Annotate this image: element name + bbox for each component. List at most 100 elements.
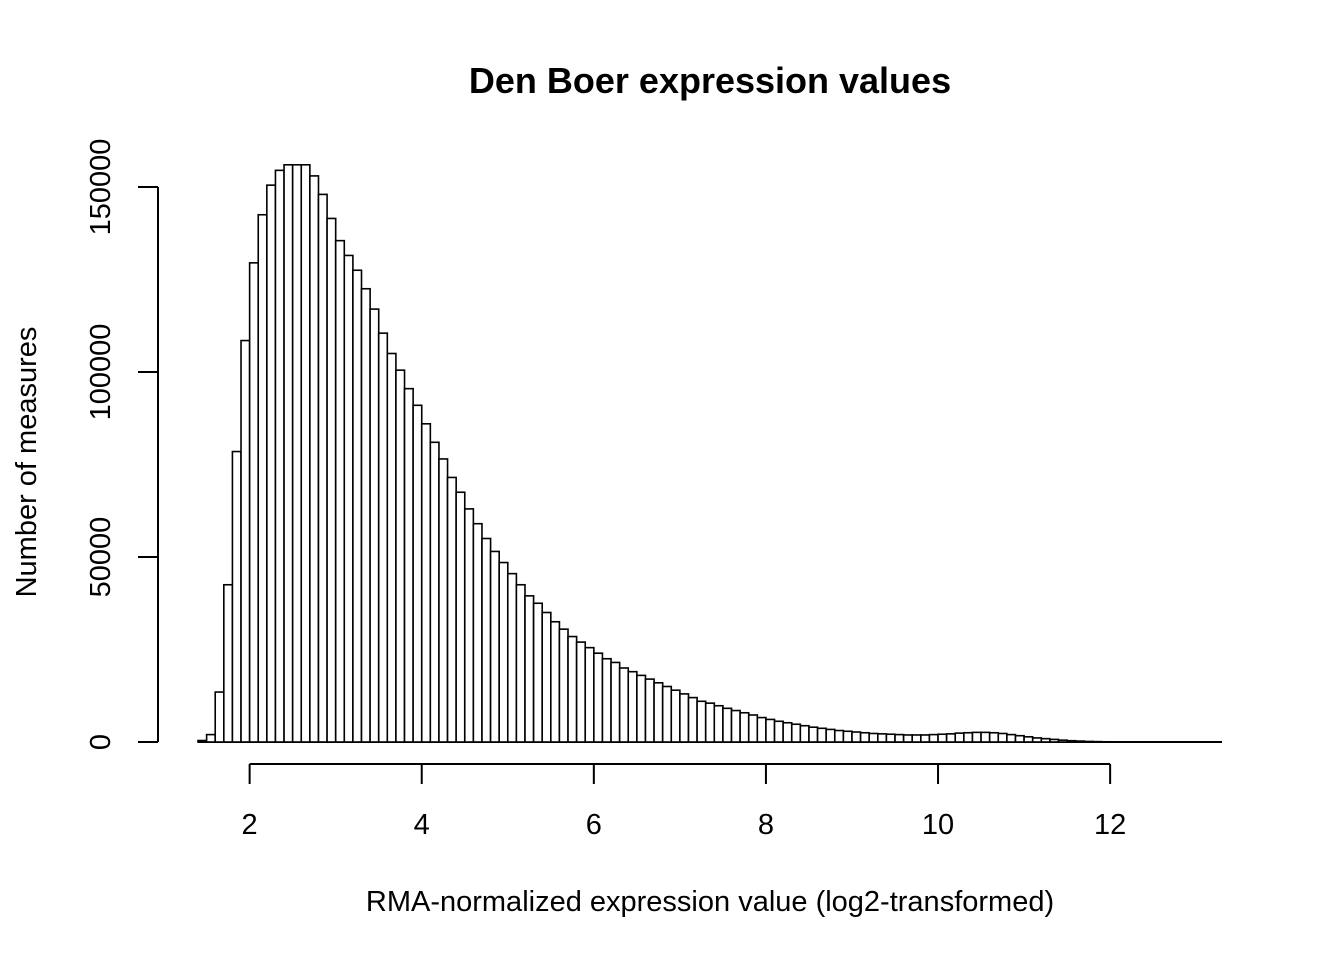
histogram-bar bbox=[205, 733, 217, 743]
histogram-bar bbox=[713, 704, 724, 743]
histogram-bar bbox=[369, 308, 380, 743]
histogram-bar bbox=[722, 707, 733, 743]
histogram-bar bbox=[653, 681, 664, 743]
histogram-bar bbox=[438, 458, 449, 743]
histogram-bar bbox=[240, 339, 251, 743]
histogram-bar bbox=[558, 628, 569, 743]
histogram-bar bbox=[231, 450, 242, 743]
histogram-bar bbox=[954, 732, 965, 743]
histogram-bar bbox=[963, 731, 974, 743]
histogram-bar bbox=[395, 369, 406, 743]
histogram-bar bbox=[463, 508, 475, 743]
histogram-bar bbox=[412, 404, 423, 743]
histogram-bar bbox=[1057, 739, 1068, 743]
histogram-bar bbox=[223, 583, 234, 743]
histogram-bar bbox=[575, 641, 587, 743]
histogram-bar bbox=[524, 595, 535, 743]
histogram-bar bbox=[326, 217, 337, 743]
histogram-bar bbox=[747, 714, 759, 743]
histogram-bar bbox=[859, 731, 871, 743]
histogram-bar bbox=[532, 602, 544, 743]
y-tick-label: 150000 bbox=[85, 139, 117, 236]
histogram-bar bbox=[971, 731, 982, 743]
histogram-bar bbox=[627, 670, 638, 743]
histogram-bar bbox=[644, 678, 655, 743]
histogram-bar bbox=[739, 711, 750, 743]
histogram-bar bbox=[283, 164, 294, 743]
histogram-bar bbox=[833, 729, 845, 743]
x-tick-label: 12 bbox=[1094, 809, 1126, 841]
x-axis: 2 4 6 8 10 12 bbox=[242, 763, 1126, 841]
histogram-bar bbox=[489, 550, 500, 743]
x-tick-label: 10 bbox=[922, 809, 954, 841]
histogram-bar bbox=[1023, 736, 1034, 743]
histogram-bar bbox=[618, 667, 630, 743]
x-tick-label: 6 bbox=[586, 809, 602, 841]
histogram-bar bbox=[988, 731, 1000, 743]
histogram-bar bbox=[997, 732, 1008, 743]
histogram-bar bbox=[317, 193, 328, 743]
histogram-bar bbox=[920, 734, 931, 743]
histogram-bar bbox=[808, 726, 819, 743]
histogram-bar bbox=[842, 730, 853, 743]
y-axis: 0 50000 100000 150000 bbox=[85, 139, 159, 750]
histogram-bar bbox=[515, 583, 526, 743]
histogram-bar bbox=[248, 262, 260, 743]
histogram-bar bbox=[1083, 740, 1094, 743]
histogram-bar bbox=[420, 422, 432, 743]
histogram-bar bbox=[730, 709, 741, 743]
histogram-bar bbox=[980, 731, 991, 743]
histogram-bar bbox=[455, 491, 466, 743]
histogram-bar bbox=[911, 734, 922, 743]
x-tick-label: 8 bbox=[758, 809, 774, 841]
histogram-bar bbox=[687, 696, 698, 743]
histogram-bar bbox=[894, 733, 905, 743]
histogram-bar bbox=[1049, 738, 1060, 743]
histogram-bar bbox=[1014, 734, 1025, 743]
histogram-bar bbox=[816, 727, 827, 743]
histogram-bar bbox=[756, 716, 767, 743]
histogram-bar bbox=[360, 287, 371, 743]
histogram-bar bbox=[928, 733, 939, 743]
histogram-bar bbox=[257, 213, 268, 743]
histogram-bar bbox=[782, 721, 793, 743]
histogram-bar bbox=[386, 352, 397, 743]
histogram-bar bbox=[472, 522, 483, 743]
histogram-bar bbox=[1066, 739, 1077, 743]
y-tick-label: 0 bbox=[85, 734, 117, 750]
x-tick-label: 4 bbox=[414, 809, 430, 841]
histogram-bar bbox=[1006, 733, 1017, 743]
histogram-bar bbox=[300, 164, 311, 743]
histogram-bar bbox=[876, 733, 888, 743]
histogram-bar bbox=[498, 561, 509, 743]
histogram-bar bbox=[799, 724, 810, 743]
histogram-bars bbox=[197, 164, 1222, 743]
histogram-bar bbox=[541, 611, 552, 743]
histogram-bar bbox=[1074, 740, 1086, 743]
histogram-bar bbox=[636, 674, 647, 743]
histogram-bar bbox=[403, 387, 414, 743]
y-tick-label: 100000 bbox=[85, 324, 117, 421]
histogram-bar bbox=[214, 691, 225, 743]
chart-title: Den Boer expression values bbox=[469, 60, 951, 101]
histogram-bar bbox=[661, 685, 673, 743]
histogram-bar bbox=[610, 661, 621, 743]
x-axis-label: RMA-normalized expression value (log2-tr… bbox=[366, 886, 1054, 918]
histogram-bar bbox=[765, 718, 776, 743]
histogram-bar bbox=[851, 731, 862, 743]
histogram-bar bbox=[670, 689, 681, 743]
histogram-bar bbox=[679, 693, 690, 743]
histogram-bar bbox=[309, 175, 320, 743]
histogram-bar bbox=[274, 169, 285, 743]
histogram-bar bbox=[377, 332, 389, 743]
histogram-bar bbox=[593, 652, 604, 743]
histogram-bar bbox=[704, 702, 716, 743]
histogram-bar bbox=[429, 441, 440, 743]
histogram-bar bbox=[825, 728, 836, 743]
histogram-bar bbox=[291, 164, 303, 743]
histogram-bar bbox=[506, 572, 518, 743]
y-axis-label: Number of measures bbox=[11, 327, 43, 598]
histogram-bar bbox=[266, 184, 277, 743]
histogram-bar bbox=[868, 732, 879, 743]
